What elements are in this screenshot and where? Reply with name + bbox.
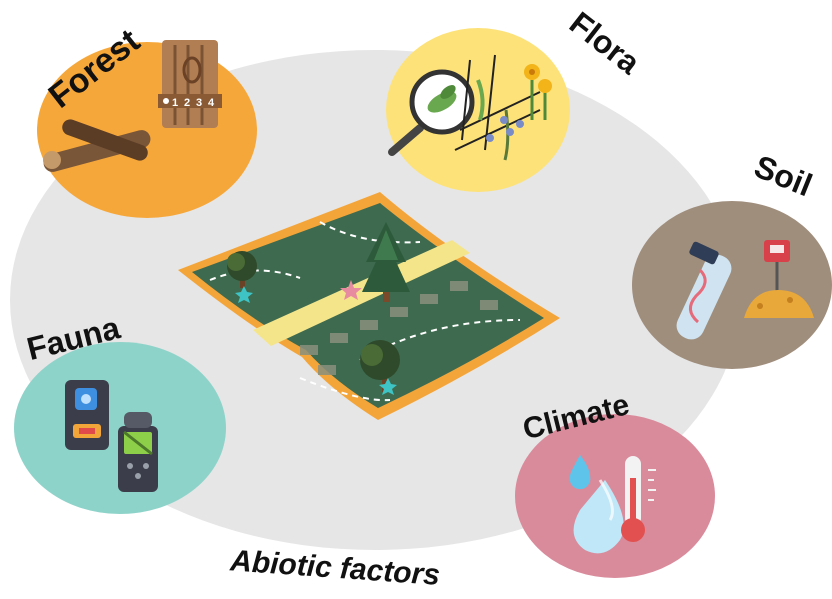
- soil-node: Soil: [632, 148, 832, 369]
- water-drops-icon: [569, 455, 624, 554]
- flowers-icon: [524, 64, 552, 120]
- dna-test-tube-icon: [676, 241, 732, 340]
- ruler-mark-4: 4: [208, 97, 215, 109]
- abiotic-factors-label: Abiotic factors: [228, 544, 441, 592]
- climate-circle: [515, 414, 715, 578]
- flora-circle: [386, 28, 570, 192]
- walkie-talkie-icon: [65, 380, 109, 450]
- tree-trunk-ruler-icon: 1 2 3 4: [158, 40, 222, 128]
- ruler-mark-3: 3: [196, 97, 202, 109]
- thermometer-icon: [621, 456, 656, 542]
- soil-label: Soil: [749, 148, 817, 203]
- audio-recorder-icon: [118, 412, 158, 492]
- landscape-map-icon: [178, 192, 560, 420]
- soil-circle: [632, 201, 832, 369]
- wood-log-icon: [43, 119, 151, 172]
- forest-node: 1 2 3 4 Forest: [37, 22, 257, 218]
- plant-quadrat-icon: [454, 54, 541, 161]
- ruler-mark-2: 2: [184, 97, 190, 109]
- climate-node: Climate: [515, 388, 715, 578]
- ruler-mark-1: 1: [172, 97, 178, 109]
- magnifier-leaf-icon: [388, 69, 475, 156]
- flora-label: Flora: [563, 4, 647, 81]
- soil-probe-icon: [744, 240, 814, 318]
